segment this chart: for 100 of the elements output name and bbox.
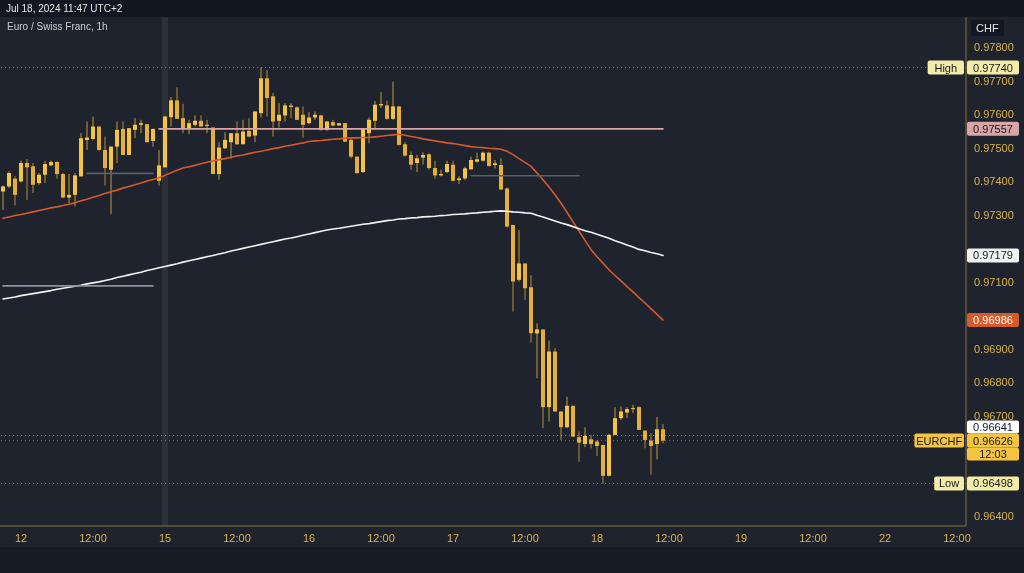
y-tick-label: 0.97557 <box>973 122 1013 135</box>
chart-title: Euro / Swiss Franc, 1h <box>7 20 108 33</box>
candlestick <box>649 432 653 476</box>
x-tick-label: 15 <box>158 531 172 544</box>
y-tick-label: 0.96626 <box>973 434 1013 447</box>
candlestick <box>241 119 245 145</box>
candlestick <box>409 151 413 171</box>
y-tick-label: 0.96400 <box>974 510 1014 523</box>
x-tick-label: 12:00 <box>943 531 971 544</box>
x-tick-label: 18 <box>590 531 604 544</box>
candlestick <box>475 152 479 164</box>
text: 12:03 <box>979 448 1007 461</box>
ref-line-label: Low <box>939 477 960 490</box>
candlestick <box>595 439 599 457</box>
x-tick-label: 19 <box>734 531 748 544</box>
y-tick-label: 0.96900 <box>974 342 1014 355</box>
candlestick <box>235 120 239 146</box>
candlestick <box>229 132 233 160</box>
candlestick <box>349 137 353 159</box>
candlestick <box>181 103 185 134</box>
candlestick <box>193 114 197 127</box>
candlestick <box>247 117 251 139</box>
candlestick <box>169 96 173 127</box>
candlestick <box>205 119 209 134</box>
candlestick <box>13 175 17 207</box>
candlestick <box>433 160 437 180</box>
x-tick-label: 22 <box>878 531 892 544</box>
candlestick <box>265 69 269 117</box>
ref-line-label: 0.96641 <box>973 421 1013 434</box>
y-tick-label: 0.96498 <box>973 477 1013 490</box>
candlestick <box>73 172 77 208</box>
x-tick-label: 12:00 <box>511 531 539 544</box>
candlestick <box>385 100 389 121</box>
x-tick-label: 12 <box>14 531 28 544</box>
candlestick <box>583 426 587 448</box>
candlestick <box>61 172 65 199</box>
candlestick <box>331 119 335 127</box>
x-tick-label: 12:00 <box>367 531 395 544</box>
candlestick <box>277 102 281 129</box>
text: Jul 18, 2024 11:47 UTC+2 <box>6 2 123 15</box>
y-tick-label: 0.97400 <box>974 175 1014 188</box>
ref-line-label: EURCHF <box>916 434 963 447</box>
candlestick <box>139 119 143 134</box>
x-tick-label: 12:00 <box>655 531 683 544</box>
y-tick-label: 0.96986 <box>973 314 1013 327</box>
candlestick <box>655 416 659 460</box>
candlestick <box>157 149 161 186</box>
x-tick-label: 12:00 <box>799 531 827 544</box>
candlestick <box>421 151 425 166</box>
candlestick <box>31 162 35 194</box>
candlestick <box>517 229 521 283</box>
candlestick <box>373 100 377 130</box>
y-tick-label: 0.97100 <box>974 275 1014 288</box>
candlestick <box>1 184 5 211</box>
y-tick-label: 0.97740 <box>973 61 1013 74</box>
y-axis-title: CHF <box>971 20 1004 36</box>
candlestick <box>565 396 569 429</box>
candlestick <box>187 119 191 135</box>
candlestick <box>199 114 203 127</box>
candlestick <box>109 146 113 215</box>
y-tick-label: 0.97300 <box>974 208 1014 221</box>
candlestick <box>631 404 635 414</box>
x-tick-label: 17 <box>446 531 460 544</box>
candlestick <box>391 81 395 121</box>
candlestick <box>415 154 419 173</box>
candlestick <box>457 175 461 185</box>
ref-line-label: High <box>934 61 958 74</box>
candlestick <box>103 136 107 186</box>
y-tick-label: 0.96700 <box>974 409 1014 422</box>
candlestick <box>625 406 629 419</box>
candlestick <box>133 117 137 139</box>
x-tick-label: 12:00 <box>79 531 107 544</box>
line-series <box>2 210 664 300</box>
candlestick <box>577 431 581 463</box>
candlestick <box>493 159 497 169</box>
y-tick-label: 0.97800 <box>974 41 1014 54</box>
y-tick-label: 0.97600 <box>974 108 1014 121</box>
candlestick <box>661 423 665 444</box>
candlestick <box>301 105 305 139</box>
y-tick-label: 0.96800 <box>974 376 1014 389</box>
candlestick <box>97 126 101 152</box>
y-tick-label: 0.97179 <box>973 249 1013 262</box>
candlestick <box>43 160 47 184</box>
x-tick-label: 16 <box>302 531 316 544</box>
candlestick <box>223 131 227 150</box>
line-series <box>2 133 664 321</box>
candlestick <box>613 406 617 436</box>
candlestick <box>289 102 293 119</box>
candlestick <box>589 434 593 449</box>
candlestick <box>115 120 119 164</box>
candlestick <box>283 102 287 122</box>
candlestick <box>619 405 623 421</box>
candlestick <box>175 86 179 120</box>
candlestick <box>91 115 95 141</box>
x-tick-label: 12:00 <box>223 531 251 544</box>
y-tick-label: 0.97500 <box>974 141 1014 154</box>
candlestick <box>535 322 539 379</box>
candlestick <box>25 158 29 201</box>
candlestick <box>307 111 311 125</box>
candlestick <box>19 160 23 183</box>
